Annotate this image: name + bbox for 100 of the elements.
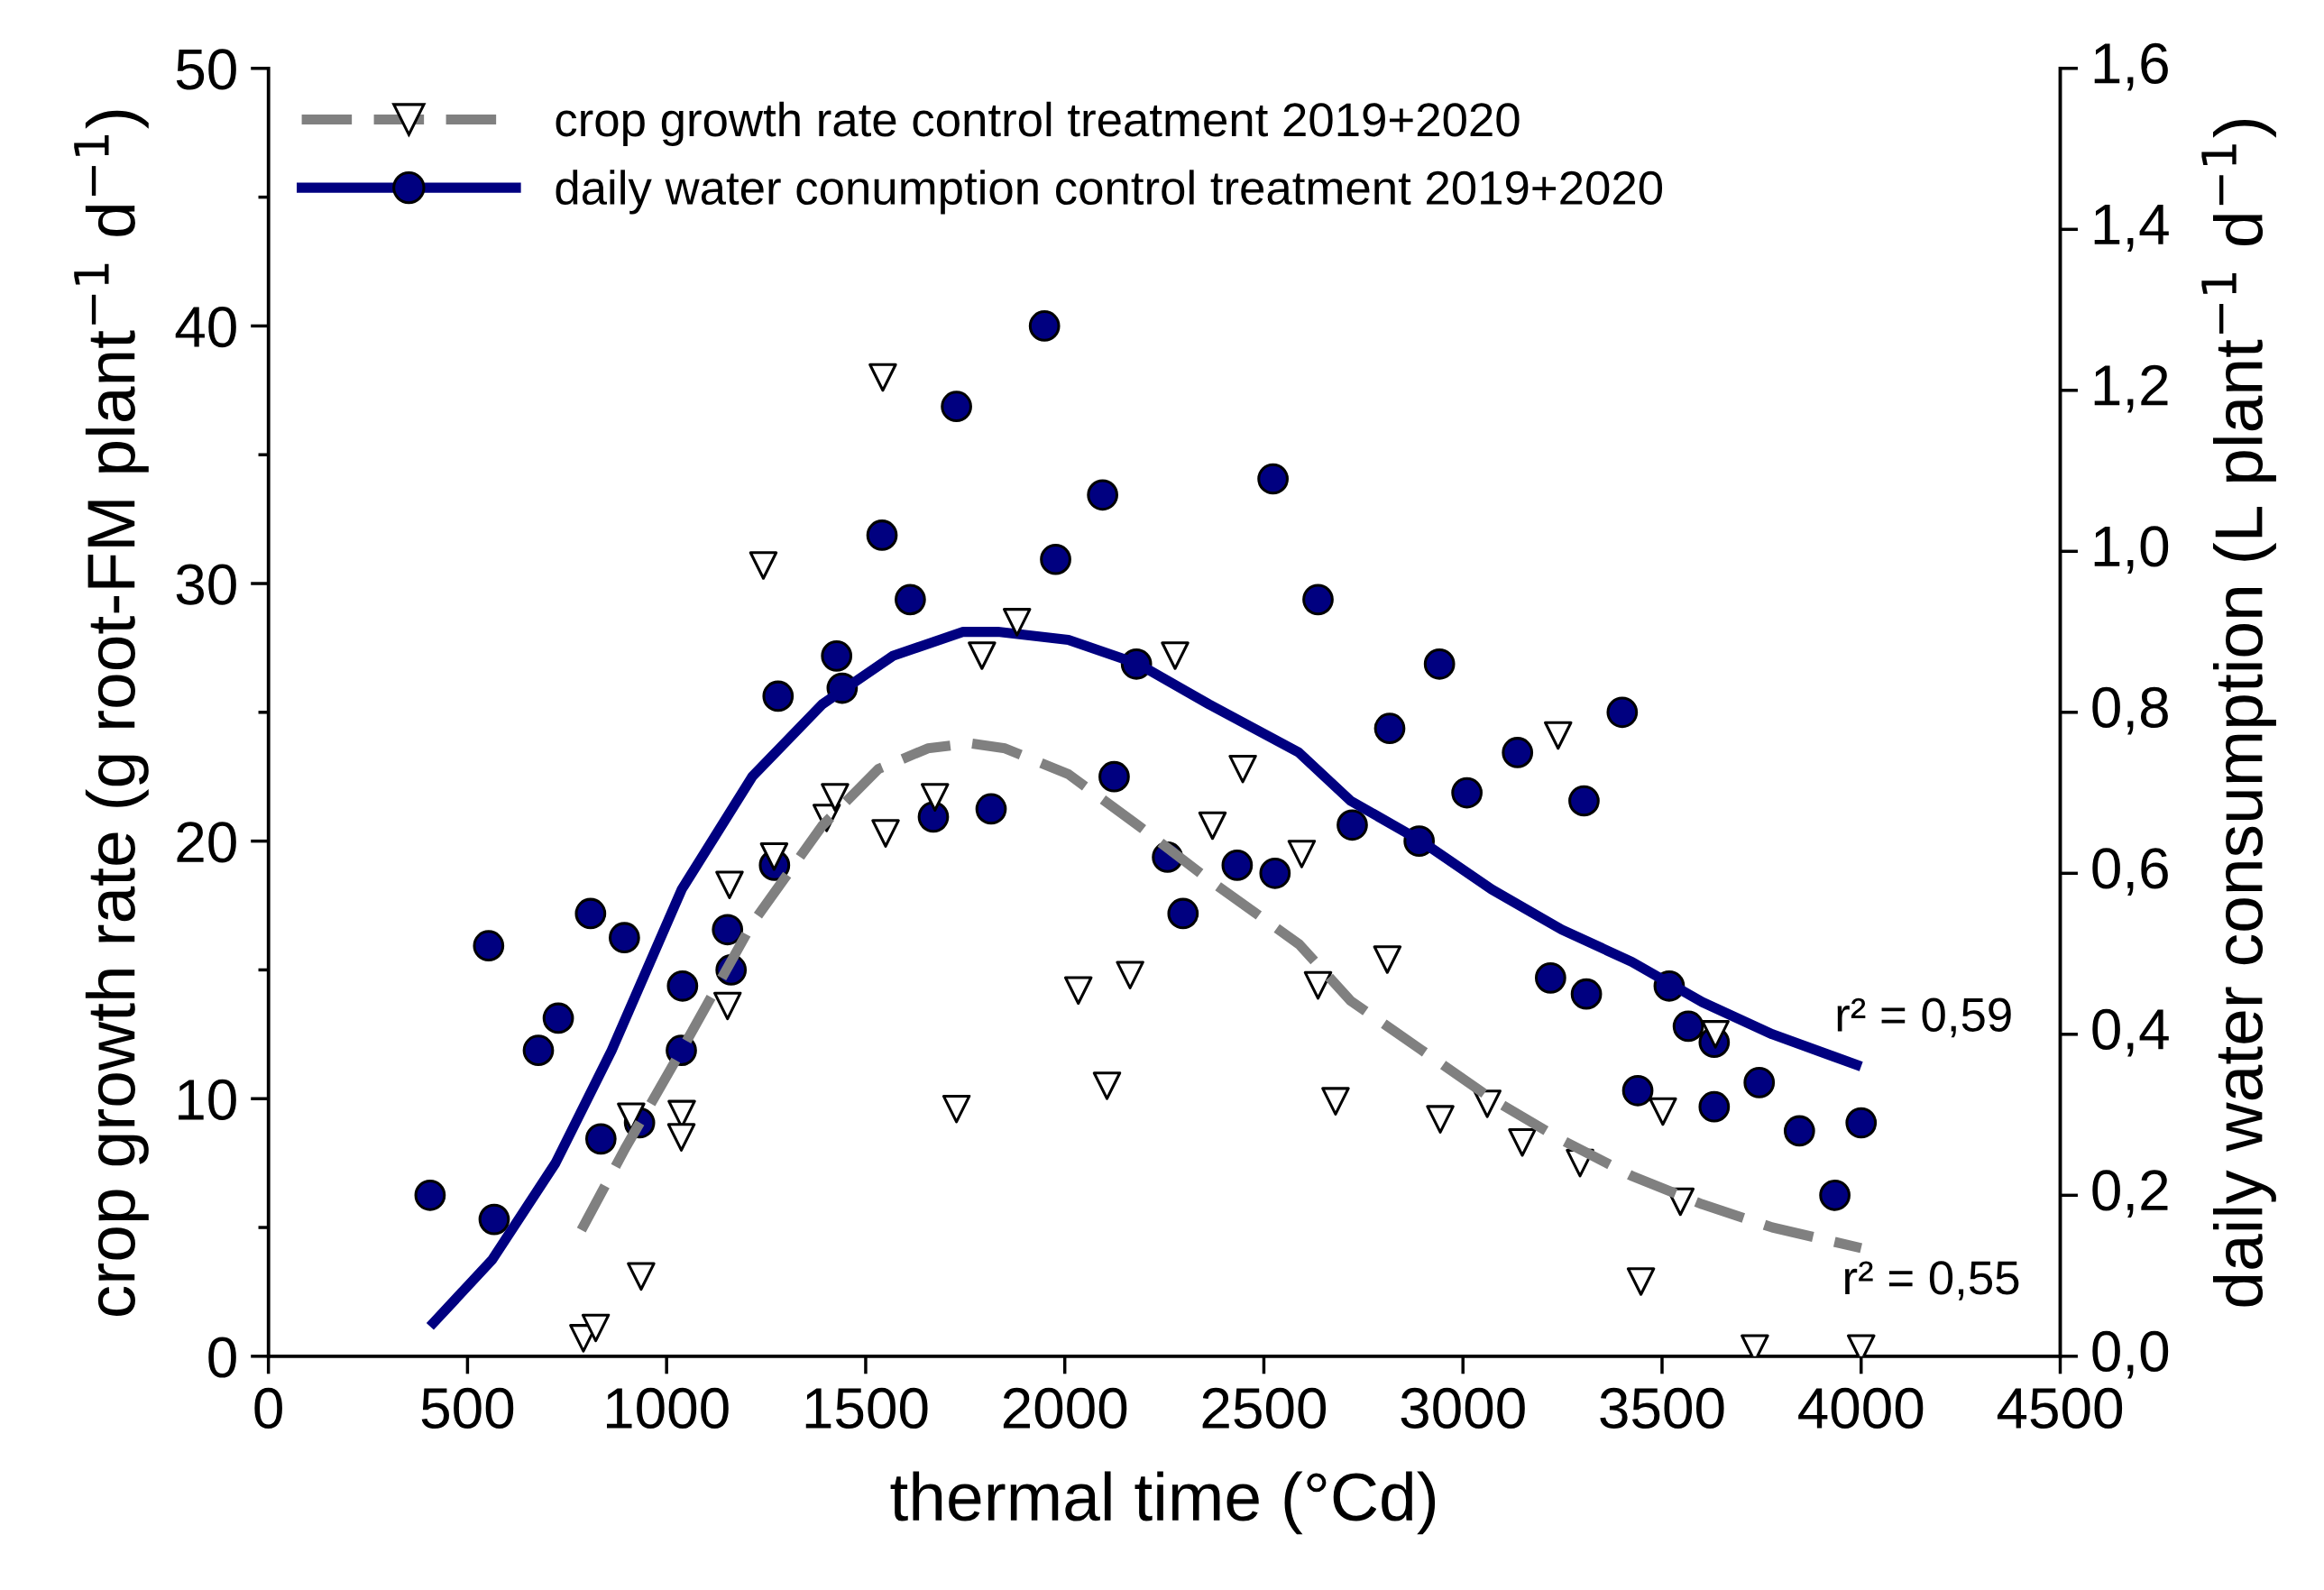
- point: [1535, 961, 1566, 994]
- x-axis-title: thermal time (°Cd): [890, 1471, 1436, 1535]
- point: [666, 1034, 697, 1067]
- point: [1845, 1107, 1878, 1139]
- point: [921, 783, 950, 812]
- y-tick-label: 20: [177, 822, 236, 863]
- point: [574, 897, 607, 930]
- point: [1783, 1115, 1815, 1147]
- point: [1221, 850, 1254, 881]
- point: [1568, 785, 1600, 817]
- point: [581, 1313, 611, 1343]
- y2-tick-label: 0,0: [2092, 1330, 2169, 1379]
- point: [1373, 712, 1406, 745]
- y2-tick-label: 0,4: [2092, 1008, 2169, 1057]
- point: [968, 641, 997, 670]
- point: [1063, 976, 1093, 1006]
- x-tick-label: 1000: [606, 1387, 729, 1429]
- y-tick-label: 40: [175, 306, 236, 348]
- point: [414, 1179, 446, 1211]
- y2-tick-label: 1,0: [2094, 526, 2169, 574]
- annotation: r² = 0,59: [1837, 997, 2011, 1038]
- point: [762, 680, 795, 712]
- x-tick-label: 4000: [1798, 1387, 1924, 1429]
- point: [1502, 737, 1534, 768]
- point: [542, 1002, 574, 1034]
- point: [1570, 978, 1603, 1010]
- point: [871, 819, 900, 848]
- x-tick-label: 500: [421, 1387, 514, 1429]
- point: [1002, 608, 1032, 637]
- point: [1426, 1105, 1455, 1134]
- point: [1116, 960, 1144, 989]
- y-axis-title: crop growth rate (g root-FM plant$^{−1}$ d$^{−1}$): [74, 110, 149, 1317]
- point: [712, 991, 742, 1021]
- point: [1302, 584, 1334, 616]
- point: [866, 519, 898, 551]
- y-tick-label: 0: [208, 1337, 236, 1378]
- point: [759, 842, 789, 871]
- point: [1649, 1097, 1677, 1126]
- point: [627, 1262, 656, 1291]
- point: [712, 914, 744, 946]
- point: [941, 391, 972, 423]
- point: [917, 801, 950, 833]
- y2-tick-label: 1,4: [2094, 204, 2169, 253]
- point: [1303, 970, 1333, 1000]
- point: [1606, 696, 1639, 729]
- point: [1743, 1067, 1776, 1098]
- point: [942, 1094, 971, 1124]
- x-tick-label: 2000: [1003, 1387, 1127, 1429]
- point: [1167, 897, 1199, 930]
- point: [821, 783, 850, 812]
- point: [1228, 754, 1257, 784]
- point: [522, 1034, 555, 1067]
- annotation: r² = 0,55: [1845, 1261, 2019, 1300]
- y2-axis-title: daily water consumption (L plant$^{−1}$ d$^{−1}$): [2201, 119, 2276, 1307]
- point: [1040, 543, 1071, 575]
- point: [868, 363, 897, 392]
- y2-tick-label: 0,6: [2092, 848, 2168, 896]
- point: [1087, 479, 1119, 511]
- y2-tick-label: 0,2: [2092, 1170, 2168, 1218]
- point: [666, 970, 699, 1002]
- point: [821, 639, 853, 672]
- point: [1161, 641, 1190, 670]
- legend-label: daily water conumption control treatment 2019+2020: [556, 170, 1663, 215]
- y2-tick-label: 1,2: [2094, 364, 2168, 413]
- point: [1626, 1267, 1656, 1296]
- point: [1508, 1128, 1537, 1157]
- y-tick-label: 30: [176, 564, 236, 605]
- y-tick-label: 50: [176, 49, 236, 90]
- point: [975, 793, 1007, 825]
- point: [666, 1123, 696, 1152]
- legend-label: crop growth rate control treatment 2019+2020: [556, 101, 1520, 146]
- point: [1621, 1074, 1654, 1107]
- point: [1373, 945, 1402, 974]
- point: [1337, 809, 1368, 841]
- point: [1092, 1071, 1122, 1100]
- point: [1287, 840, 1317, 869]
- point: [715, 870, 744, 899]
- point: [617, 1102, 646, 1131]
- point: [1257, 463, 1289, 495]
- point: [1543, 721, 1573, 750]
- point: [609, 922, 640, 954]
- x-tick-label: 3500: [1600, 1387, 1724, 1429]
- point: [749, 551, 778, 580]
- point: [1819, 1179, 1851, 1211]
- x-tick-label: 2500: [1202, 1387, 1327, 1429]
- x-tick-label: 0: [254, 1387, 282, 1429]
- x-tick-label: 3000: [1401, 1387, 1525, 1429]
- y-tick-label: 10: [179, 1079, 236, 1121]
- point: [1423, 648, 1456, 680]
- point: [1701, 1020, 1730, 1049]
- point: [1028, 310, 1061, 342]
- point: [1672, 1010, 1704, 1043]
- point: [1259, 857, 1291, 889]
- point: [584, 1123, 617, 1155]
- point: [473, 930, 505, 962]
- point: [1698, 1090, 1731, 1123]
- y2-tick-label: 0,8: [2092, 686, 2168, 735]
- point: [895, 584, 926, 616]
- x-tick-label: 1500: [805, 1387, 928, 1429]
- y2-tick-label: 1,6: [2094, 42, 2168, 91]
